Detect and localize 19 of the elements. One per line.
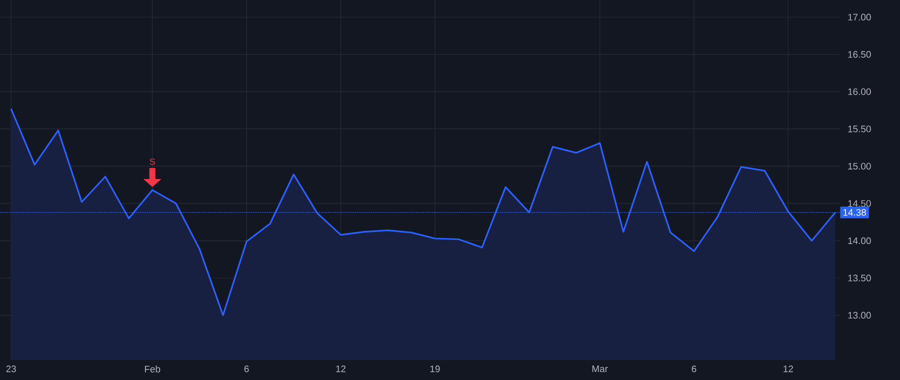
y-tick-label: 16.00	[848, 88, 871, 96]
x-tick-label: Mar	[592, 366, 608, 372]
y-tick-label: 16.50	[848, 51, 871, 58]
x-tick-label: 19	[430, 366, 440, 372]
y-tick-label: 17.00	[848, 14, 871, 20]
y-tick-label: 15.00	[848, 162, 871, 170]
ref-line-label: 14.38	[843, 209, 866, 216]
x-tick-label: 23	[6, 366, 16, 372]
x-tick-label: 12	[336, 366, 346, 372]
y-tick-label: 13.00	[848, 312, 871, 319]
x-tick-label: Feb	[144, 366, 160, 372]
y-tick-label: 14.50	[848, 200, 871, 207]
y-tick-label: 13.50	[848, 274, 871, 282]
annotation: S	[150, 158, 155, 165]
x-tick-label: 6	[244, 366, 249, 372]
x-tick-label: 12	[784, 366, 793, 372]
x-tick-label: 6	[692, 366, 696, 372]
y-tick-label: 15.50	[848, 126, 871, 132]
y-tick-label: 14.00	[848, 237, 871, 244]
